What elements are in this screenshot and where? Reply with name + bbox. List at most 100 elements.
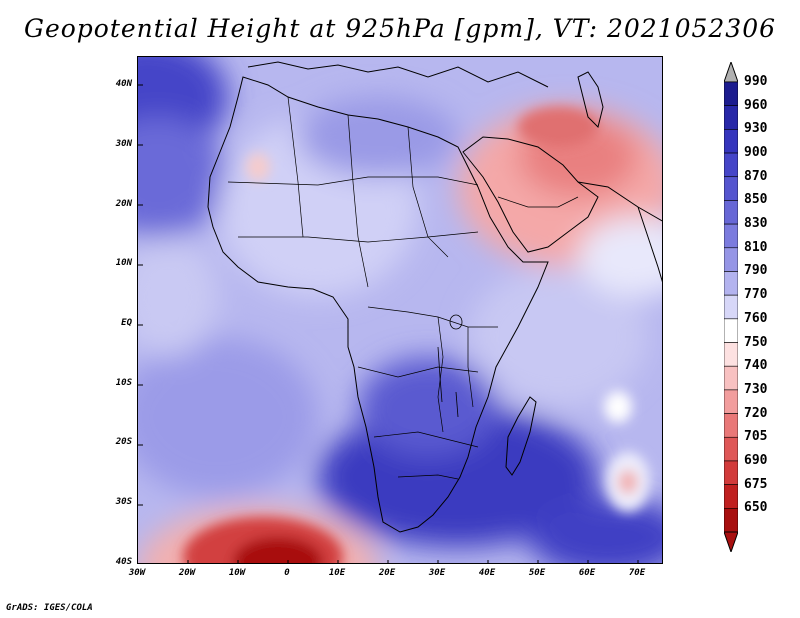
colorbar-label: 900 [744, 145, 768, 161]
colorbar-label: 850 [744, 192, 768, 208]
colorbar-swatch [724, 176, 738, 201]
field-south-atlantic [138, 337, 318, 497]
colorbar-label: 960 [744, 97, 768, 113]
lon-label-10e: 10E [328, 568, 346, 578]
lakes [437, 314, 463, 418]
lat-label-30n: 30N [115, 139, 132, 149]
colorbar-swatch [724, 484, 738, 509]
field-arabian-sea [578, 217, 662, 297]
field-mediterranean [298, 97, 458, 177]
lake-malawi [455, 391, 459, 418]
footer-credit: GrADS: IGES/COLA [6, 603, 93, 613]
field-sa-low-center [233, 537, 323, 563]
coastlines [207, 61, 662, 533]
field-gulf-guinea [138, 237, 218, 357]
lat-label-20n: 20N [115, 199, 132, 209]
axis-ticks [138, 84, 639, 563]
lon-label-20w: 20W [178, 568, 196, 578]
field-east-africa [468, 267, 648, 407]
colorbar-label: 870 [744, 168, 768, 184]
colorbar-label: 810 [744, 239, 768, 255]
colorbar-swatch [724, 318, 738, 343]
border-9 [397, 474, 459, 480]
lake-victoria [449, 314, 463, 330]
height-field [138, 57, 662, 563]
colorbar-under-triangle [724, 531, 738, 552]
colorbar-label: 790 [744, 263, 768, 279]
field-se-high [528, 497, 662, 563]
colorbar-swatch [724, 81, 738, 106]
colorbar-label: 760 [744, 310, 768, 326]
border-5 [238, 231, 479, 243]
colorbar-swatch [724, 271, 738, 296]
border-4 [407, 126, 449, 258]
lat-label-eq: EQ [121, 318, 132, 328]
madagascar-outline [505, 396, 537, 476]
field-indian-low [618, 470, 638, 494]
border-7 [357, 366, 479, 378]
lat-label-10s: 10S [115, 378, 132, 388]
border-8 [373, 431, 479, 448]
lon-label-30w: 30W [128, 568, 146, 578]
border-11 [467, 327, 474, 408]
lat-label-40s: 40S [115, 557, 132, 567]
lon-label-10w: 10W [228, 568, 246, 578]
field-zambezi [358, 357, 498, 457]
colorbar-swatch [724, 294, 738, 320]
height-field-detail [183, 107, 650, 563]
europe-coast [247, 61, 549, 88]
country-borders [227, 96, 579, 480]
colorbar-over-triangle [724, 62, 738, 83]
caspian-outline [577, 71, 604, 128]
colorbar-swatch [724, 247, 738, 272]
map-panel [137, 56, 663, 564]
colorbar-label: 770 [744, 287, 768, 303]
chart-title: Geopotential Height at 925hPa [gpm], VT:… [23, 14, 777, 43]
field-nw-mid [138, 117, 228, 237]
colorbar-swatch [724, 436, 738, 462]
lat-label-40n: 40N [115, 79, 132, 89]
lat-label-10n: 10N [115, 258, 132, 268]
lon-label-20e: 20E [378, 568, 396, 578]
border-2 [287, 96, 304, 238]
field-indian-white [604, 391, 632, 423]
iran-coast [577, 181, 662, 222]
colorbar-swatch [724, 389, 738, 414]
arabia-outline [462, 136, 599, 253]
border-10 [437, 316, 444, 433]
colorbar-swatch [724, 342, 738, 367]
colorbar-label: 990 [744, 74, 768, 89]
colorbar-label: 730 [744, 381, 768, 397]
field-anatolia-low [518, 107, 598, 147]
colorbar-label: 740 [744, 358, 768, 374]
lat-label-30s: 30S [115, 497, 132, 507]
colorbar-swatch [724, 508, 738, 533]
lon-label-50e: 50E [528, 568, 546, 578]
lon-label-70e: 70E [628, 568, 646, 578]
lon-label-60e: 60E [578, 568, 596, 578]
colorbar-label: 750 [744, 334, 768, 350]
colorbar-swatch [724, 152, 738, 178]
colorbar-label: 830 [744, 216, 768, 232]
field-morocco-warm [246, 153, 270, 181]
india-coast [637, 206, 662, 283]
colorbar [724, 62, 738, 552]
map-canvas [138, 57, 662, 563]
border-12 [497, 196, 579, 208]
colorbar-swatch [724, 105, 738, 130]
colorbar-label: 930 [744, 121, 768, 137]
colorbar-swatch [724, 200, 738, 225]
colorbar-label: 690 [744, 452, 768, 468]
border-1 [227, 176, 479, 186]
lat-label-20s: 20S [115, 437, 132, 447]
colorbar-swatch [724, 460, 738, 485]
colorbar-label: 705 [744, 429, 768, 445]
border-3 [347, 114, 369, 288]
colorbar-swatch [724, 223, 738, 249]
africa-outline [207, 76, 549, 533]
lon-label-30e: 30E [428, 568, 446, 578]
colorbar-swatch [724, 413, 738, 438]
lon-label-40e: 40E [478, 568, 496, 578]
colorbar-label: 720 [744, 405, 768, 421]
colorbar-label: 675 [744, 476, 768, 492]
